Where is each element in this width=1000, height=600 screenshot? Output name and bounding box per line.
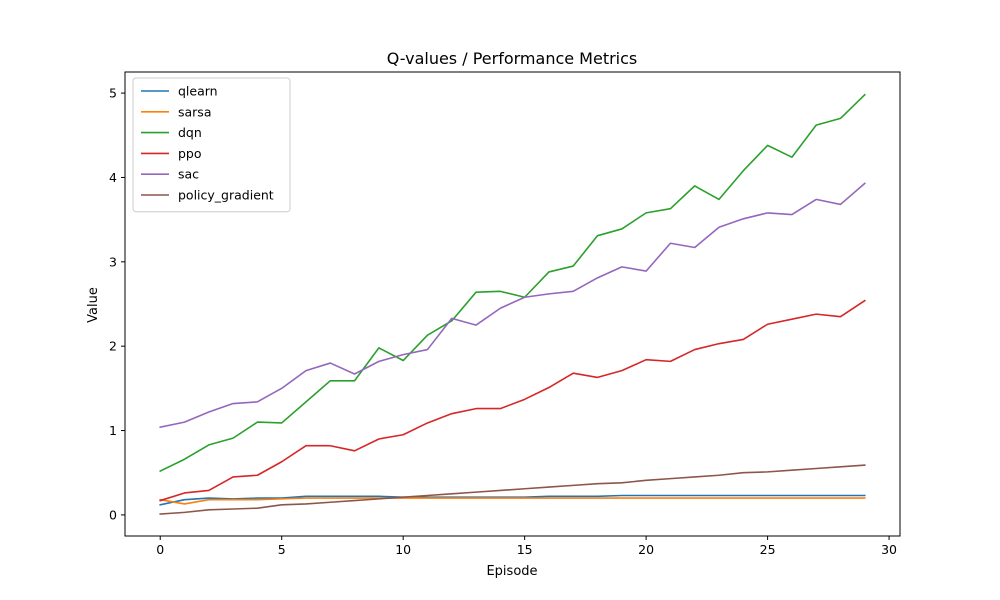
- y-tick-label: 2: [109, 339, 117, 354]
- legend-entry-qlearn: qlearn: [178, 84, 218, 99]
- x-axis: 0 5 10 15 20 25 30: [156, 536, 897, 557]
- y-tick-label: 0: [109, 507, 117, 522]
- series-line-ppo: [159, 299, 866, 502]
- series-line-sac: [159, 182, 866, 429]
- x-axis-label: Episode: [486, 564, 537, 579]
- legend-entry-policy-gradient: policy_gradient: [178, 188, 274, 203]
- series-line-sarsa: [159, 497, 866, 505]
- legend-box: [132, 77, 291, 213]
- plot-frame: [124, 71, 901, 537]
- x-tick-label: 0: [156, 542, 164, 557]
- x-tick-label: 20: [638, 542, 654, 557]
- chart-title: Q-values / Performance Metrics: [387, 49, 638, 68]
- y-tick-label: 1: [109, 423, 117, 438]
- x-tick-label: 30: [881, 542, 897, 557]
- series-line-policy-gradient: [159, 464, 866, 515]
- y-tick-label: 4: [109, 170, 117, 185]
- legend-entry-dqn: dqn: [178, 125, 202, 140]
- y-axis-label: Value: [86, 287, 101, 323]
- series-line-dqn: [159, 93, 866, 473]
- legend-entry-sarsa: sarsa: [178, 104, 211, 119]
- x-tick-label: 15: [517, 542, 533, 557]
- y-tick-label: 5: [109, 86, 117, 101]
- series-layer: [159, 93, 866, 515]
- y-axis: 0 1 2 3 4 5: [109, 86, 125, 522]
- x-tick-label: 10: [395, 542, 411, 557]
- legend-entry-sac: sac: [178, 167, 199, 182]
- x-tick-label: 5: [278, 542, 286, 557]
- x-tick-label: 25: [760, 542, 776, 557]
- legend-entry-ppo: ppo: [178, 146, 202, 161]
- legend: qlearn sarsa dqn ppo sac policy_gradient: [132, 77, 291, 213]
- y-tick-label: 3: [109, 254, 117, 269]
- series-line-qlearn: [159, 494, 866, 506]
